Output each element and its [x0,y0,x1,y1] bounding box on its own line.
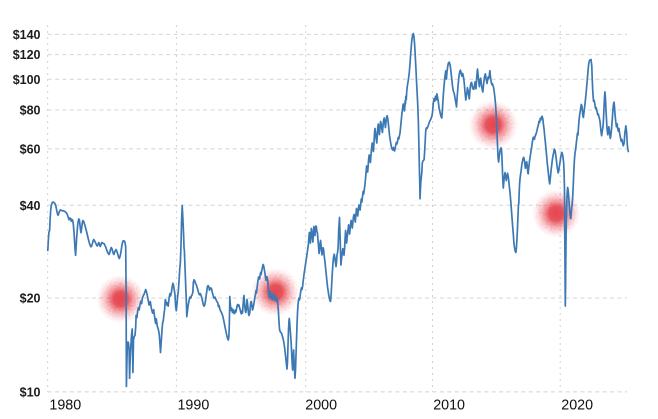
svg-text:1980: 1980 [49,398,81,414]
svg-text:$100: $100 [13,73,41,87]
svg-text:2000: 2000 [305,398,337,414]
svg-text:$40: $40 [20,199,41,213]
svg-text:$80: $80 [20,104,41,118]
svg-text:$60: $60 [20,142,41,156]
svg-text:$120: $120 [13,48,41,62]
svg-text:2020: 2020 [561,398,593,414]
svg-text:$20: $20 [20,292,41,306]
svg-text:1990: 1990 [177,398,209,414]
svg-text:$140: $140 [13,28,41,42]
svg-text:$10: $10 [20,385,41,399]
svg-text:2010: 2010 [433,398,465,414]
